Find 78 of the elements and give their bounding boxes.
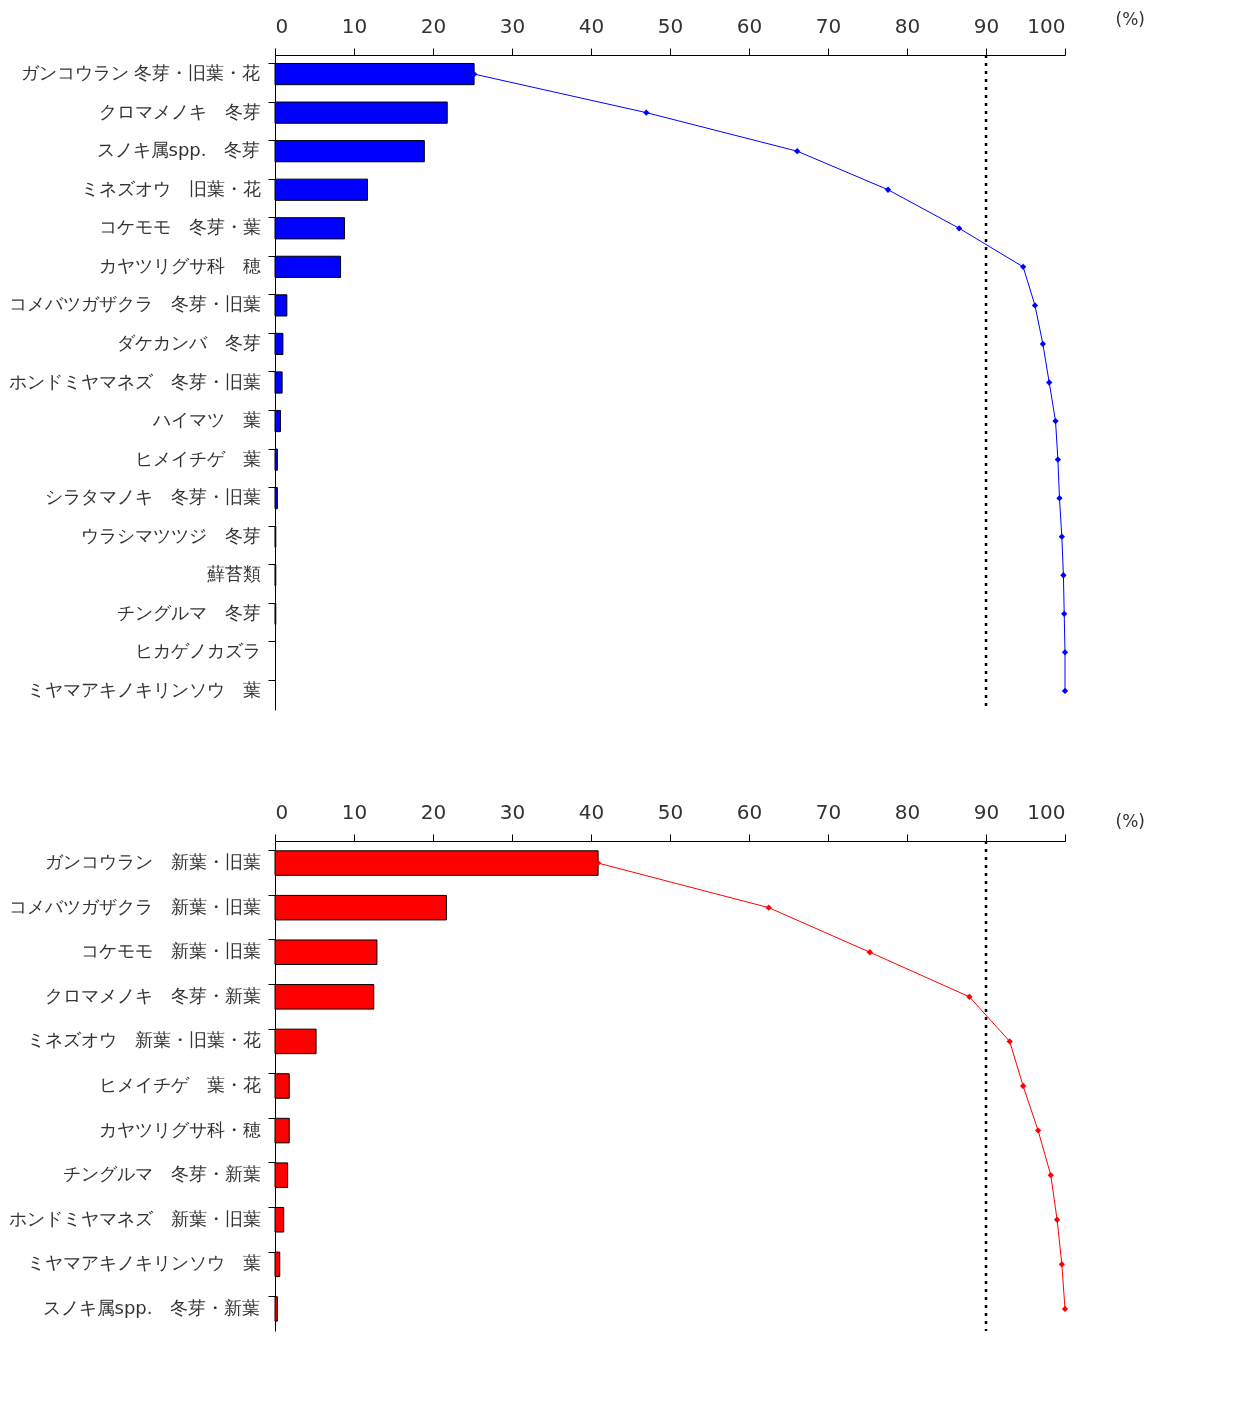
x-tick-label: 60 (736, 799, 763, 824)
x-axis-title: (%) (1115, 810, 1145, 831)
point (1034, 1127, 1042, 1134)
x-tick-label: 90 (973, 799, 1000, 824)
point (1046, 379, 1053, 386)
x-tick-label: 70 (815, 13, 842, 38)
y-tick-label: カヤツリグサ科 穂 (98, 254, 261, 276)
x-tick-label: 80 (894, 799, 921, 824)
y-tick-label: カヤツリグサ科・穂 (98, 1118, 261, 1140)
x-tick-label: 30 (499, 799, 526, 824)
y-tick-label: ミヤマアキノキリンソウ 葉 (26, 1252, 261, 1274)
point (765, 904, 772, 911)
point (1052, 417, 1059, 425)
y-tick-label: 蘚苔類 (206, 563, 261, 585)
y-tick-label: ダケカンバ 冬芽 (116, 331, 261, 353)
point (1019, 263, 1027, 271)
y-tick-label: ミネズオウ 旧葉・花 (80, 177, 261, 199)
x-tick-label: 50 (657, 13, 684, 38)
y-tick-label: コケモモ 新葉・旧葉 (80, 940, 261, 962)
y-tick-label: ヒカゲノカズラ (134, 640, 261, 662)
x-tick-label: 20 (420, 13, 447, 38)
point (1056, 494, 1063, 502)
x-tick-label: 10 (341, 13, 368, 38)
y-tick-label: スノキ属spp. 冬芽・新葉 (42, 1296, 261, 1318)
point (1054, 456, 1062, 463)
x-tick-label: 10 (341, 799, 368, 824)
x-tick-label: 60 (736, 13, 763, 38)
point (1060, 572, 1067, 579)
point (966, 993, 973, 1000)
x-tick-label: 30 (499, 13, 526, 38)
point (1031, 302, 1039, 309)
y-tick-label: チングルマ 冬芽・新葉 (62, 1163, 261, 1185)
point (1039, 340, 1047, 348)
y-tick-label: クロマメノキ 冬芽 (98, 100, 261, 122)
point (1047, 1172, 1054, 1179)
y-tick-label: シラタマノキ 冬芽・旧葉 (44, 486, 261, 508)
y-tick-label: ガンコウラン 新葉・旧葉 (44, 851, 261, 873)
x-axis-title: (%) (1115, 8, 1145, 29)
point (1061, 610, 1068, 617)
y-tick-label: ヒメイチゲ 葉 (134, 447, 261, 469)
y-tick-label: クロマメノキ 冬芽・新葉 (44, 984, 261, 1006)
y-tick-label: ガンコウラン 冬芽・旧葉・花 (20, 62, 261, 84)
point (1061, 687, 1069, 695)
y-tick-label: ホンドミヤマネズ 冬芽・旧葉 (8, 370, 261, 392)
point (955, 225, 963, 232)
y-tick-label: ヒメイチゲ 葉・花 (98, 1074, 261, 1095)
x-tick-label: 100 (1027, 13, 1066, 38)
x-tick-label: 90 (973, 13, 1000, 38)
x-tick-label: 70 (815, 799, 842, 824)
x-tick-label: 100 (1027, 799, 1066, 824)
point (1053, 1216, 1061, 1223)
x-tick-label: 0 (275, 13, 289, 38)
point (1019, 1082, 1027, 1090)
point (866, 949, 874, 956)
point (643, 109, 650, 116)
y-tick-label: コメバツガザクラ 新葉・旧葉 (8, 895, 261, 917)
y-tick-label: コケモモ 冬芽・葉 (98, 216, 261, 238)
y-tick-label: ホンドミヤマネズ 新葉・旧葉 (8, 1207, 261, 1229)
y-tick-label: スノキ属spp. 冬芽 (96, 139, 261, 161)
point (884, 186, 892, 193)
point (1061, 649, 1069, 656)
y-tick-label: チングルマ 冬芽 (116, 601, 261, 623)
x-tick-label: 20 (420, 799, 447, 824)
x-tick-label: 40 (578, 13, 605, 38)
point (1058, 1261, 1065, 1268)
y-tick-label: ウラシマツツジ 冬芽 (80, 524, 261, 546)
y-tick-label: ミネズオウ 新葉・旧葉・花 (26, 1029, 261, 1051)
y-tick-label: ミヤマアキノキリンソウ 葉 (26, 678, 261, 700)
y-tick-label: ハイマツ 葉 (151, 409, 261, 431)
point (1061, 1305, 1069, 1313)
x-tick-label: 80 (894, 13, 921, 38)
x-tick-label: 0 (275, 799, 289, 824)
point (1006, 1038, 1013, 1045)
y-tick-label: コメバツガザクラ 冬芽・旧葉 (8, 293, 261, 315)
point (794, 148, 801, 155)
x-tick-label: 50 (657, 799, 684, 824)
x-tick-label: 40 (578, 799, 605, 824)
point (1058, 533, 1065, 540)
